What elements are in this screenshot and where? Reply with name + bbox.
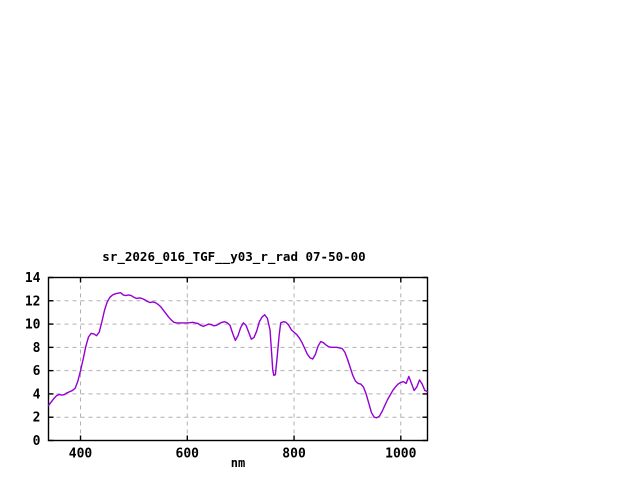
x-tick-label: 1000 (385, 447, 416, 462)
y-tick-label: 2 (33, 411, 41, 426)
y-tick-label: 0 (33, 434, 41, 449)
plot-frame (47, 276, 429, 442)
x-tick-label: 400 (69, 447, 93, 462)
x-tick-label: 800 (282, 447, 306, 462)
y-axis-tick-labels: 0 2 4 6 8 10 12 14 (25, 271, 41, 449)
x-axis-title: nm (231, 456, 245, 470)
x-axis-tick-labels: 400 600 800 1000 (69, 447, 417, 462)
y-tick-label: 6 (33, 364, 41, 379)
data-series-line (47, 291, 429, 419)
x-tick-label: 600 (176, 447, 200, 462)
y-tick-label: 8 (33, 341, 41, 356)
axis-frame (47, 276, 429, 442)
y-tick-label: 4 (33, 387, 41, 402)
grid-lines (48, 277, 428, 441)
y-tick-label: 14 (25, 271, 41, 286)
axis-ticks (48, 276, 428, 442)
data-series-layer (47, 291, 429, 419)
y-tick-label: 10 (25, 318, 41, 333)
y-tick-label: 12 (25, 294, 41, 309)
chart-title: sr_2026_016_TGF__y03_r_rad 07-50-00 (102, 249, 365, 265)
